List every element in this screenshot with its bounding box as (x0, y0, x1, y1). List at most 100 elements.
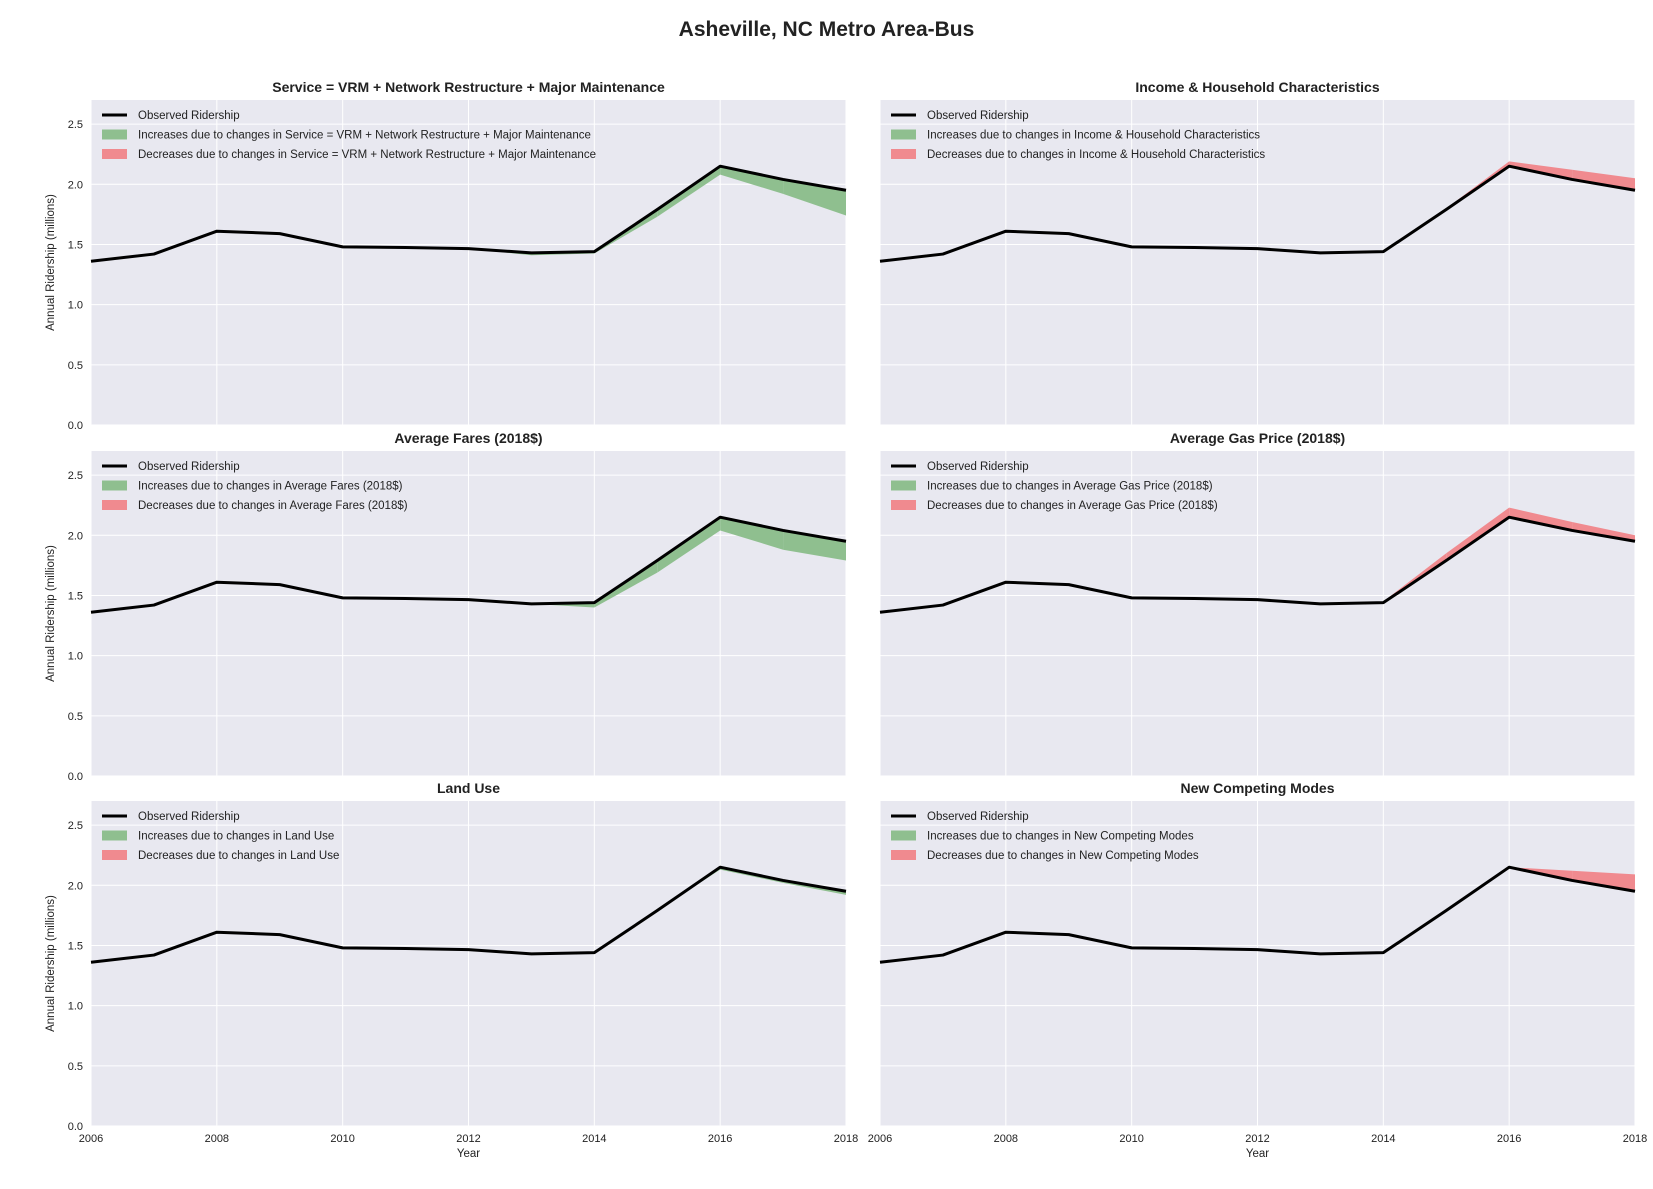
legend-entry: Increases due to changes in Income & Hou… (927, 130, 1260, 142)
y-tick-label: 1.5 (68, 239, 83, 251)
panel-title: Average Gas Price (2018$) (1170, 430, 1345, 446)
legend-entry: Decreases due to changes in Income & Hou… (927, 149, 1265, 161)
y-axis-label: Annual Ridership (millions) (45, 545, 57, 682)
observed-ridership-line (879, 515, 1636, 614)
increase-area (720, 517, 784, 550)
y-tick-label: 2.5 (68, 470, 83, 482)
observed-ridership-line (879, 865, 1636, 964)
decrease-area (1572, 169, 1635, 191)
legend-entry: Observed Ridership (138, 811, 240, 823)
x-tick-label: 2016 (708, 1133, 732, 1145)
y-axis-label: Annual Ridership (millions) (45, 194, 57, 331)
panel-1: Service = VRM + Network Restructure + Ma… (45, 79, 847, 432)
x-tick-label: 2008 (205, 1133, 229, 1145)
decrease-area (1509, 507, 1573, 531)
panel-title: Average Fares (2018$) (394, 430, 542, 446)
x-tick-label: 2012 (456, 1133, 480, 1145)
panel-6: New Competing Modes 2006 2008 2010 2012 2014 2… (868, 780, 1647, 1160)
y-tick-label: 0.0 (68, 771, 83, 783)
increase-area (657, 517, 721, 573)
legend-increase-swatch (102, 830, 127, 841)
legend-decrease-swatch (891, 850, 916, 860)
decrease-area (1383, 553, 1447, 603)
y-tick-label: 1.0 (68, 300, 83, 312)
legend-decrease-swatch (102, 149, 127, 159)
panel-3: Average Fares (2018$) 0.0 0.5 1.0 1.5 2.0 2.5 A… (45, 430, 847, 783)
legend-entry: Observed Ridership (927, 461, 1029, 473)
decrease-area (1446, 507, 1510, 561)
panel-title: New Competing Modes (1180, 780, 1334, 796)
x-axis-label: Year (457, 1148, 480, 1160)
y-tick-label: 0.5 (68, 1061, 83, 1073)
legend-entry: Increases due to changes in Service = VR… (138, 130, 591, 142)
legend-increase-swatch (102, 480, 127, 491)
x-tick-label: 2010 (330, 1133, 354, 1145)
legend-entry: Increases due to changes in Average Gas … (927, 481, 1213, 493)
y-tick-label: 2.0 (68, 530, 83, 542)
x-tick-label: 2006 (79, 1133, 103, 1145)
x-tick-label: 2014 (582, 1133, 606, 1145)
y-tick-label: 1.5 (68, 940, 83, 952)
panel-4: Average Gas Price (2018$) Observed Riders… (879, 430, 1636, 777)
y-tick-label: 2.0 (68, 880, 83, 892)
x-tick-label: 2016 (1497, 1133, 1521, 1145)
panel-title: Service = VRM + Network Restructure + Ma… (272, 79, 665, 95)
observed-ridership-line (879, 164, 1636, 263)
legend-entry: Increases due to changes in New Competin… (927, 831, 1194, 843)
legend-decrease-swatch (102, 500, 127, 510)
legend: Observed Ridership Increases due to chang… (891, 811, 1199, 862)
legend-entry: Observed Ridership (138, 110, 240, 122)
y-tick-label: 0.0 (68, 1121, 83, 1133)
panel-5: Land Use 0.0 0.5 1.0 1.5 2.0 2.5 2006 2008 2010 20… (45, 780, 858, 1160)
y-tick-label: 0.5 (68, 711, 83, 723)
legend-increase-swatch (891, 129, 916, 140)
legend: Observed Ridership Increases due to chang… (891, 110, 1265, 161)
legend: Observed Ridership Increases due to chang… (102, 461, 408, 512)
legend-increase-swatch (102, 129, 127, 140)
y-tick-label: 2.0 (68, 179, 83, 191)
legend-entry: Observed Ridership (138, 461, 240, 473)
observed-ridership-line (90, 164, 847, 263)
legend: Observed Ridership Increases due to chang… (102, 110, 596, 161)
observed-ridership-line (90, 865, 847, 964)
panel-title: Income & Household Characteristics (1135, 79, 1380, 95)
legend-decrease-swatch (891, 500, 916, 510)
y-tick-label: 1.0 (68, 651, 83, 663)
panel-2: Income & Household Characteristics Observ… (879, 79, 1636, 426)
x-axis-label: Year (1246, 1148, 1269, 1160)
y-tick-label: 1.0 (68, 1001, 83, 1013)
y-tick-label: 0.5 (68, 360, 83, 372)
legend-entry: Observed Ridership (927, 811, 1029, 823)
legend: Observed Ridership Increases due to chang… (102, 811, 339, 862)
legend-entry: Decreases due to changes in Average Fare… (138, 500, 408, 512)
x-tick-label: 2012 (1245, 1133, 1269, 1145)
legend-entry: Decreases due to changes in Land Use (138, 850, 339, 862)
x-tick-label: 2006 (868, 1133, 892, 1145)
y-tick-label: 2.5 (68, 119, 83, 131)
panel-title: Land Use (437, 780, 500, 796)
figure-title: Asheville, NC Metro Area-Bus (678, 18, 975, 41)
x-tick-label: 2008 (994, 1133, 1018, 1145)
y-axis-label: Annual Ridership (millions) (45, 895, 57, 1032)
observed-ridership-line (90, 515, 847, 614)
legend-entry: Increases due to changes in Land Use (138, 831, 334, 843)
legend-entry: Increases due to changes in Average Fare… (138, 481, 403, 493)
x-tick-label: 2010 (1119, 1133, 1143, 1145)
x-tick-label: 2018 (834, 1133, 858, 1145)
decrease-area (1572, 870, 1635, 892)
x-tick-label: 2018 (1623, 1133, 1647, 1145)
x-tick-label: 2014 (1371, 1133, 1395, 1145)
legend-entry: Decreases due to changes in Service = VR… (138, 149, 596, 161)
y-tick-label: 2.5 (68, 820, 83, 832)
legend-decrease-swatch (102, 850, 127, 860)
legend-increase-swatch (891, 480, 916, 491)
decrease-area (1572, 522, 1635, 542)
legend-decrease-swatch (891, 149, 916, 159)
legend: Observed Ridership Increases due to chang… (891, 461, 1218, 512)
legend-increase-swatch (891, 830, 916, 841)
legend-entry: Decreases due to changes in New Competin… (927, 850, 1199, 862)
increase-area (720, 166, 784, 194)
legend-entry: Observed Ridership (927, 110, 1029, 122)
